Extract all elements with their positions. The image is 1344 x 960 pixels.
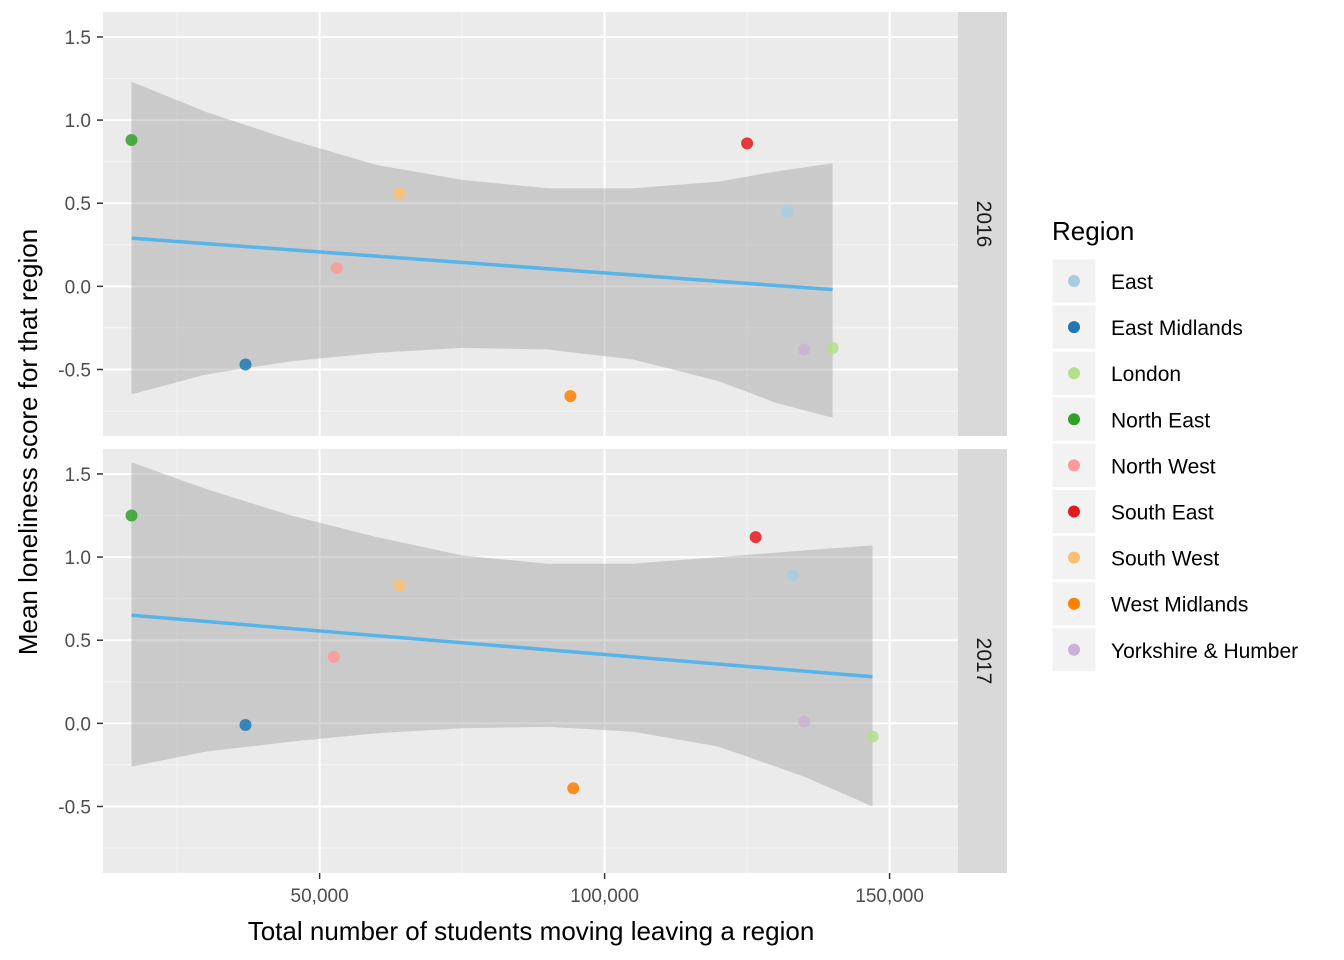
- y-tick-label: -0.5: [58, 360, 91, 381]
- legend-swatch: [1068, 367, 1080, 380]
- data-point: [567, 782, 580, 795]
- data-point: [564, 390, 577, 403]
- legend-swatch: [1068, 459, 1080, 472]
- panel-2016: 2016: [103, 12, 1007, 436]
- facet-strip: [958, 449, 1007, 873]
- data-point: [239, 719, 252, 732]
- legend-item-north-east: North East: [1051, 396, 1210, 442]
- data-point: [330, 262, 343, 275]
- legend-swatch: [1068, 321, 1080, 334]
- legend-item-west-midlands: West Midlands: [1051, 581, 1248, 627]
- legend-swatch: [1068, 551, 1080, 564]
- legend-item-yorkshire-humber: Yorkshire & Humber: [1051, 627, 1298, 673]
- trend-line: [131, 236, 833, 292]
- legend: Region East East Midlands London North East…: [1051, 216, 1298, 673]
- data-point: [393, 187, 406, 200]
- legend-swatch: [1068, 643, 1080, 656]
- axes: Total number of students moving leaving …: [13, 28, 924, 946]
- legend-item-south-west: South West: [1051, 535, 1219, 581]
- legend-item-south-east: South East: [1051, 489, 1214, 534]
- data-point: [125, 134, 138, 147]
- legend-swatch: [1068, 413, 1080, 426]
- legend-label: Yorkshire & Humber: [1111, 640, 1298, 663]
- x-tick-label: 50,000: [291, 886, 349, 907]
- facet-strip-label: 2017: [972, 638, 995, 685]
- legend-item-north-west: North West: [1051, 442, 1216, 488]
- legend-swatch: [1068, 597, 1080, 610]
- y-tick-label: 1.5: [65, 465, 91, 486]
- legend-label: North East: [1111, 409, 1210, 432]
- legend-swatch: [1068, 275, 1080, 287]
- panel-2017: 2017: [103, 449, 1007, 873]
- facet-strip: [958, 12, 1007, 436]
- legend-item-east: East: [1051, 258, 1153, 304]
- y-tick-label: 0.5: [65, 194, 91, 215]
- legend-title: Region: [1052, 216, 1134, 246]
- x-tick-label: 150,000: [855, 886, 924, 907]
- x-tick-label: 100,000: [570, 886, 639, 907]
- y-tick-label: 0.0: [65, 277, 91, 298]
- y-tick-label: -0.5: [58, 797, 91, 818]
- data-point: [327, 650, 340, 663]
- data-point: [866, 730, 879, 743]
- legend-label: South West: [1111, 548, 1219, 571]
- y-tick-label: 1.0: [65, 111, 91, 132]
- data-point: [798, 343, 811, 356]
- trend-line: [131, 613, 873, 679]
- legend-label: East: [1111, 271, 1153, 294]
- legend-item-london: London: [1051, 350, 1181, 396]
- data-point: [749, 531, 762, 544]
- facet-strip-label: 2016: [972, 201, 995, 248]
- legend-label: South East: [1111, 502, 1214, 525]
- y-tick-label: 0.0: [65, 714, 91, 735]
- legend-label: East Midlands: [1111, 317, 1243, 340]
- data-point: [826, 341, 839, 354]
- y-tick-label: 1.0: [65, 548, 91, 569]
- data-point: [786, 569, 799, 582]
- data-point: [798, 715, 811, 728]
- data-point: [239, 358, 252, 371]
- confidence-band: [131, 81, 833, 418]
- x-axis-title: Total number of students moving leaving …: [248, 916, 815, 946]
- facet-panels: 2016 2017: [103, 12, 1007, 873]
- legend-item-east-midlands: East Midlands: [1051, 304, 1243, 350]
- data-point: [781, 205, 793, 218]
- legend-swatch: [1068, 505, 1080, 518]
- data-point: [393, 579, 406, 592]
- legend-label: West Midlands: [1111, 594, 1248, 617]
- panel-background: [103, 449, 958, 873]
- y-axis-title: Mean loneliness score for that region: [13, 229, 43, 655]
- legend-label: London: [1111, 363, 1181, 386]
- legend-label: North West: [1111, 455, 1216, 478]
- data-point: [125, 509, 138, 522]
- confidence-band: [131, 462, 873, 807]
- data-point: [741, 137, 754, 150]
- y-tick-label: 0.5: [65, 631, 91, 652]
- y-tick-label: 1.5: [65, 28, 91, 49]
